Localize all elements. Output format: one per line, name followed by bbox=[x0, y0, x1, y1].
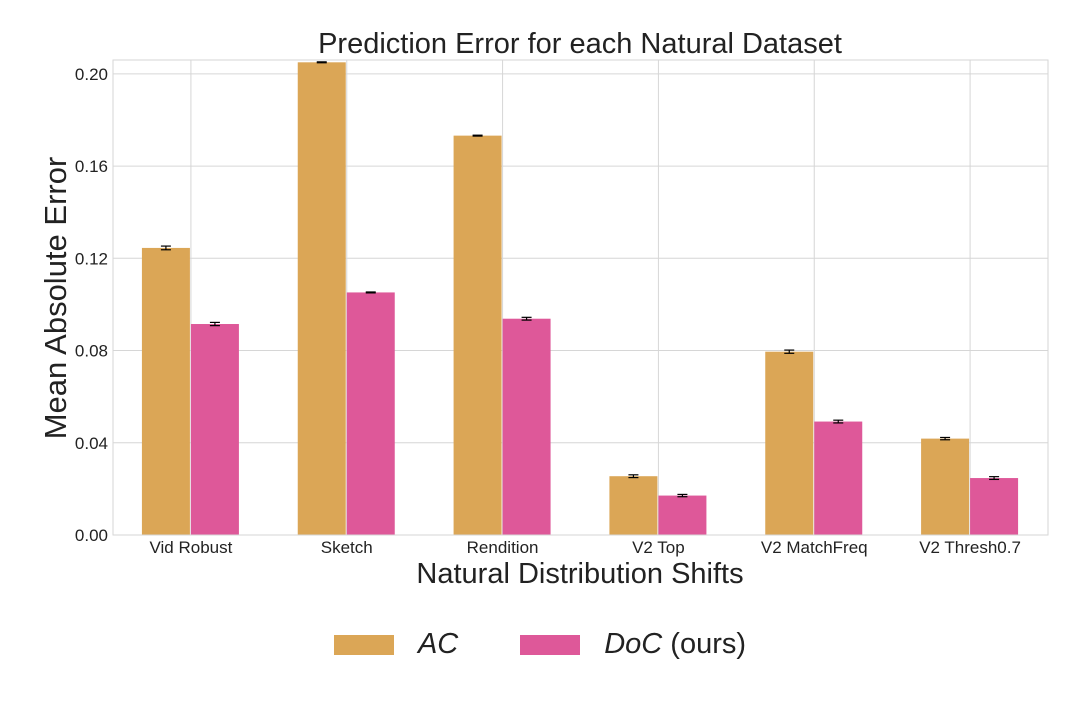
y-tick-label: 0.20 bbox=[75, 65, 108, 84]
legend-label-doc: DoC (ours) bbox=[604, 628, 747, 660]
chart-title: Prediction Error for each Natural Datase… bbox=[318, 28, 842, 60]
x-tick-label: V2 Thresh0.7 bbox=[919, 538, 1021, 557]
x-axis-label: Natural Distribution Shifts bbox=[416, 558, 743, 590]
x-tick-label: Vid Robust bbox=[149, 538, 232, 557]
bar-ac bbox=[297, 62, 346, 536]
legend-item-ac: AC bbox=[333, 628, 459, 661]
y-tick-label: 0.16 bbox=[75, 157, 108, 176]
bar-doc bbox=[190, 324, 239, 535]
bar-doc bbox=[658, 495, 707, 535]
legend-label-ac: AC bbox=[417, 628, 459, 660]
y-tick-label: 0.00 bbox=[75, 526, 108, 545]
bar-ac bbox=[453, 135, 502, 535]
bar-doc bbox=[346, 292, 395, 535]
y-tick-label: 0.12 bbox=[75, 249, 108, 268]
axes: 0.00 0.04 0.08 0.12 0.16 0.20 Vid Robust Sketch… bbox=[75, 59, 1049, 557]
x-tick-label: V2 MatchFreq bbox=[761, 538, 868, 557]
y-tick-label: 0.08 bbox=[75, 342, 108, 361]
bar-ac bbox=[921, 438, 970, 535]
x-tick-label: Rendition bbox=[467, 538, 539, 557]
bar-ac bbox=[141, 247, 190, 536]
plot-frame bbox=[112, 59, 1049, 536]
bars bbox=[141, 61, 1019, 536]
y-tick-label: 0.04 bbox=[75, 434, 108, 453]
x-tick-label: Sketch bbox=[321, 538, 373, 557]
x-tick-label: V2 Top bbox=[632, 538, 685, 557]
grid-lines bbox=[113, 60, 1048, 536]
bar-ac bbox=[765, 351, 814, 535]
legend-swatch-doc bbox=[520, 634, 581, 655]
bar-doc bbox=[814, 421, 863, 535]
bar-chart: 0.00 0.04 0.08 0.12 0.16 0.20 Vid Robust Sketch… bbox=[38, 28, 1049, 590]
bar-ac bbox=[609, 476, 658, 535]
bar-doc bbox=[502, 318, 551, 535]
bar-doc bbox=[970, 478, 1019, 535]
legend-swatch-ac bbox=[333, 634, 394, 655]
y-axis-label: Mean Absolute Error bbox=[38, 157, 73, 440]
legend: AC DoC (ours) bbox=[0, 628, 1080, 661]
legend-item-doc: DoC (ours) bbox=[520, 628, 746, 661]
